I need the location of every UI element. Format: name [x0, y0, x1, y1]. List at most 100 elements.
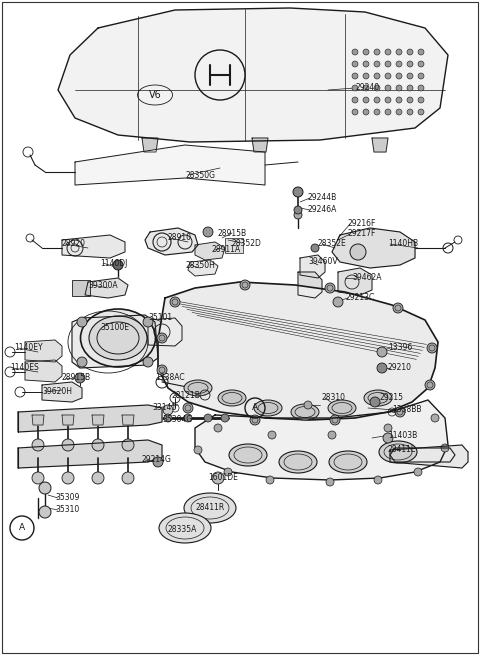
- Polygon shape: [298, 272, 322, 298]
- Bar: [225, 238, 243, 253]
- Circle shape: [293, 187, 303, 197]
- Circle shape: [352, 109, 358, 115]
- Ellipse shape: [89, 316, 147, 360]
- Text: 11403B: 11403B: [388, 430, 417, 440]
- Circle shape: [304, 401, 312, 409]
- Ellipse shape: [279, 451, 317, 473]
- Circle shape: [363, 97, 369, 103]
- Polygon shape: [18, 440, 162, 468]
- Text: 29215: 29215: [380, 394, 404, 403]
- Polygon shape: [72, 315, 158, 368]
- Circle shape: [221, 414, 229, 422]
- Circle shape: [407, 109, 413, 115]
- Text: 29244B: 29244B: [308, 193, 337, 202]
- Text: 35100E: 35100E: [100, 324, 129, 333]
- Circle shape: [122, 439, 134, 451]
- Polygon shape: [75, 145, 265, 185]
- Circle shape: [374, 61, 380, 67]
- Text: 1140EY: 1140EY: [14, 343, 43, 352]
- Circle shape: [427, 343, 437, 353]
- Polygon shape: [145, 228, 198, 255]
- Text: 35309: 35309: [55, 493, 79, 502]
- Circle shape: [441, 444, 449, 452]
- Text: 28310: 28310: [322, 394, 346, 403]
- Text: 35310: 35310: [55, 506, 79, 514]
- Circle shape: [39, 482, 51, 494]
- Circle shape: [374, 476, 382, 484]
- Circle shape: [92, 472, 104, 484]
- Circle shape: [39, 506, 51, 518]
- Circle shape: [384, 424, 392, 432]
- Circle shape: [407, 73, 413, 79]
- Circle shape: [374, 97, 380, 103]
- Text: 29240: 29240: [355, 83, 379, 92]
- Text: 13396: 13396: [388, 343, 412, 352]
- Ellipse shape: [184, 380, 212, 396]
- Circle shape: [203, 227, 213, 237]
- Polygon shape: [85, 278, 128, 298]
- Ellipse shape: [254, 400, 282, 416]
- Ellipse shape: [364, 390, 392, 406]
- Text: 29210: 29210: [388, 364, 412, 373]
- Ellipse shape: [218, 390, 246, 406]
- Polygon shape: [42, 382, 82, 402]
- Polygon shape: [25, 340, 62, 362]
- Circle shape: [363, 73, 369, 79]
- Polygon shape: [32, 415, 44, 425]
- Circle shape: [374, 85, 380, 91]
- Circle shape: [396, 73, 402, 79]
- Text: 28911A: 28911A: [212, 246, 241, 255]
- Circle shape: [183, 403, 193, 413]
- Text: 1338AC: 1338AC: [155, 373, 185, 383]
- Text: 1601DE: 1601DE: [208, 474, 238, 483]
- Polygon shape: [92, 415, 104, 425]
- Circle shape: [374, 109, 380, 115]
- Text: 28411R: 28411R: [195, 504, 224, 512]
- Polygon shape: [338, 268, 372, 295]
- Text: 28121B: 28121B: [172, 390, 201, 400]
- Circle shape: [153, 457, 163, 467]
- Circle shape: [62, 439, 74, 451]
- Circle shape: [164, 414, 172, 422]
- Text: 1338BB: 1338BB: [392, 405, 421, 415]
- Polygon shape: [62, 415, 74, 425]
- Circle shape: [352, 49, 358, 55]
- Text: 28350G: 28350G: [185, 170, 215, 179]
- Text: 35101: 35101: [148, 314, 172, 322]
- Circle shape: [418, 73, 424, 79]
- Circle shape: [214, 424, 222, 432]
- Polygon shape: [188, 260, 218, 276]
- Circle shape: [363, 85, 369, 91]
- Circle shape: [374, 49, 380, 55]
- Polygon shape: [195, 400, 448, 480]
- Circle shape: [294, 206, 302, 214]
- Circle shape: [157, 365, 167, 375]
- Text: A: A: [19, 523, 25, 533]
- Ellipse shape: [184, 493, 236, 523]
- Text: 29214G: 29214G: [142, 455, 172, 464]
- Text: 29216F: 29216F: [348, 219, 376, 229]
- Circle shape: [407, 49, 413, 55]
- Circle shape: [204, 414, 212, 422]
- Circle shape: [77, 357, 87, 367]
- Circle shape: [170, 297, 180, 307]
- Circle shape: [418, 49, 424, 55]
- Circle shape: [418, 97, 424, 103]
- Polygon shape: [18, 405, 162, 432]
- Circle shape: [268, 431, 276, 439]
- Circle shape: [330, 415, 340, 425]
- Polygon shape: [195, 242, 225, 260]
- Text: 1140ES: 1140ES: [10, 364, 39, 373]
- Circle shape: [62, 472, 74, 484]
- Circle shape: [294, 211, 302, 219]
- Text: 35304G: 35304G: [162, 415, 192, 424]
- Text: A: A: [252, 403, 258, 413]
- Circle shape: [212, 472, 224, 484]
- Text: 28352D: 28352D: [232, 238, 262, 248]
- Ellipse shape: [379, 441, 417, 463]
- Circle shape: [350, 244, 366, 260]
- Text: 28411L: 28411L: [388, 445, 416, 455]
- Circle shape: [418, 109, 424, 115]
- Text: 28335A: 28335A: [168, 525, 197, 534]
- Text: 33141: 33141: [152, 403, 176, 413]
